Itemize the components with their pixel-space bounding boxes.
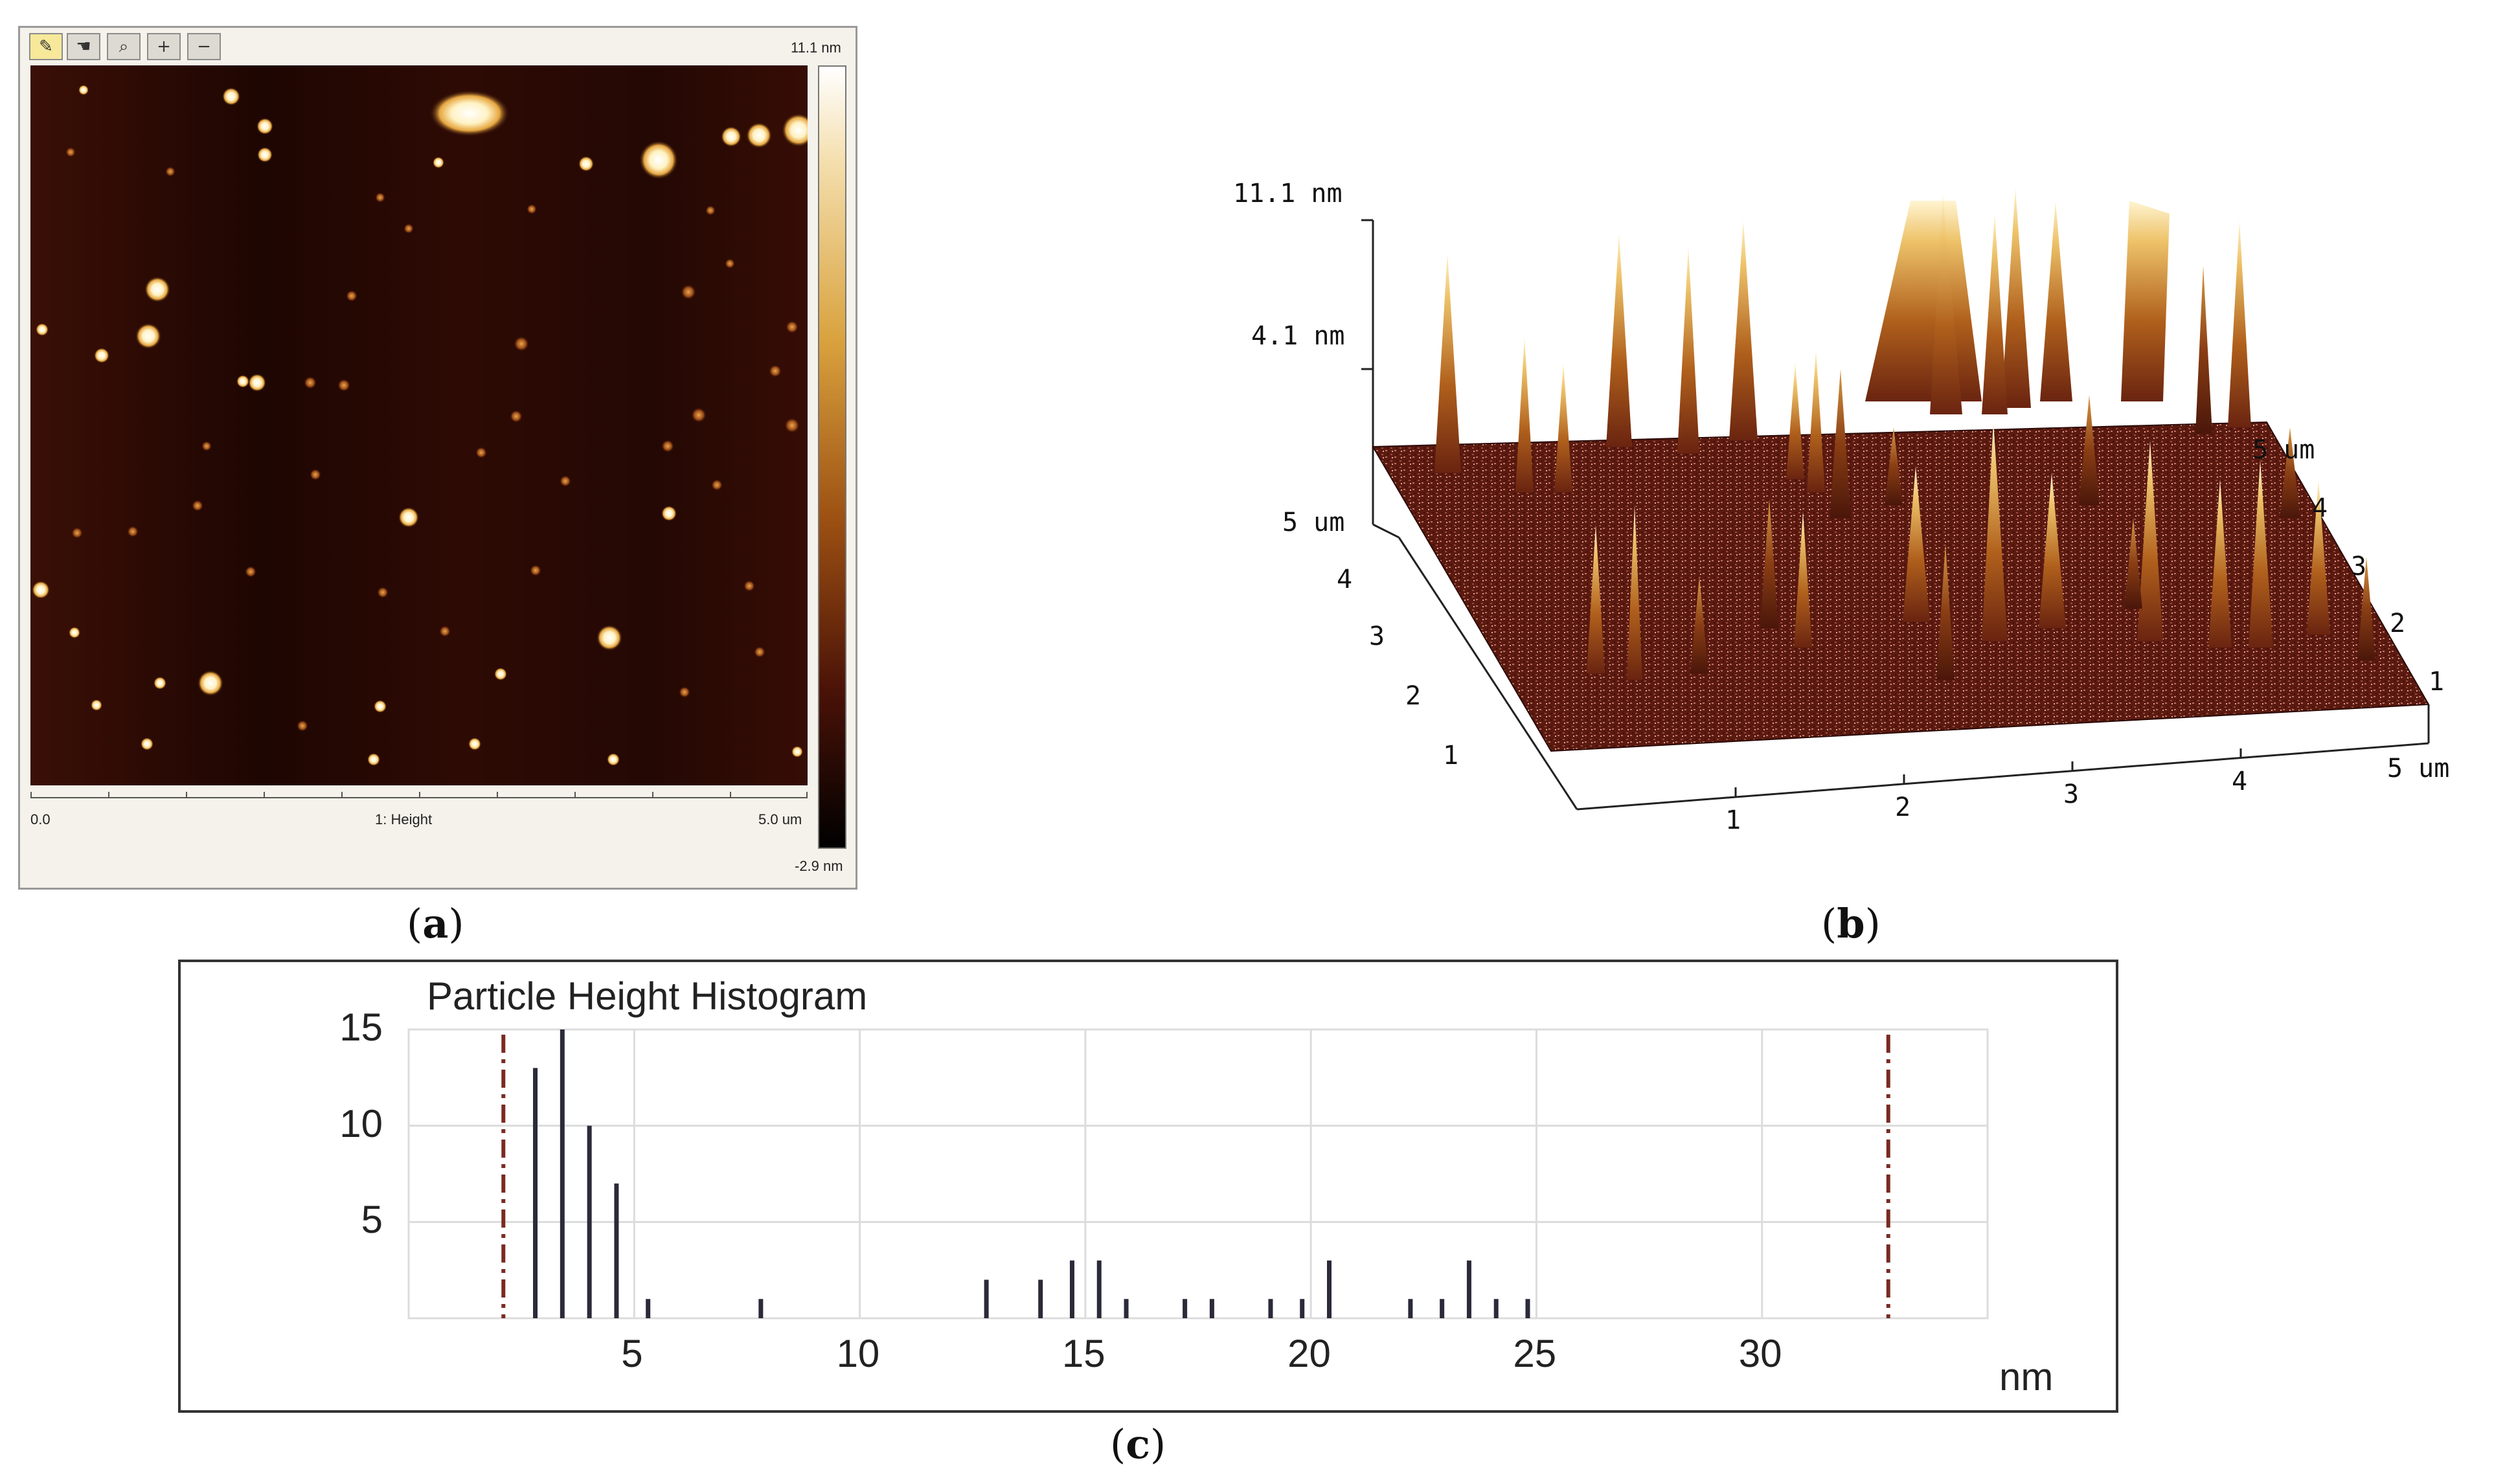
x-label-5: 5 um — [2387, 754, 2450, 783]
panel-label-b: (b) — [1821, 900, 1881, 947]
y-back-label-5: 5 um — [2252, 435, 2315, 465]
colorbar-min-label: -2.9 nm — [795, 858, 843, 874]
height-colorbar — [818, 65, 846, 849]
axis-title-label: 1: Height — [375, 811, 433, 827]
x-tick-label: 15 — [1061, 1332, 1105, 1375]
histogram-bar — [587, 1125, 592, 1318]
z-mid-label: 4.1 nm — [1251, 321, 1345, 351]
hand-select-icon[interactable]: ☚ — [67, 33, 100, 60]
afm-height-image[interactable] — [30, 65, 808, 785]
y-back-label-1: 1 — [2429, 667, 2445, 697]
afm-3d-surface — [1361, 188, 2430, 811]
y-back-label-2: 2 — [2390, 609, 2406, 638]
y-tick-label: 5 — [361, 1198, 383, 1242]
panel-label-a: (a) — [407, 900, 464, 947]
histogram-bar — [984, 1279, 989, 1318]
colorbar-max-label: 11.1 nm — [791, 39, 841, 56]
x-unit-label: nm — [1999, 1355, 2054, 1399]
zoom-in-icon[interactable]: + — [147, 33, 181, 60]
histogram-bar — [1525, 1299, 1530, 1318]
scan-axis-line — [30, 792, 808, 798]
x-tick-label: 30 — [1738, 1332, 1782, 1375]
x-label-2: 2 — [1895, 793, 1911, 822]
histogram-bar — [1466, 1260, 1471, 1318]
pencil-icon[interactable]: ✎ — [29, 33, 63, 60]
histogram-bar — [1268, 1299, 1273, 1318]
particle-height-histogram-window: Particle Height Histogram 5 10 15 5 10 15 20 2… — [178, 960, 2118, 1413]
histogram-bar — [1408, 1299, 1413, 1318]
y-front-label-5: 5 um — [1282, 508, 1345, 537]
afm-3d-view: 11.1 nm 4.1 nm 5 um 4 3 2 1 5 um 4 3 2 1… — [1218, 26, 2505, 874]
histogram-bar — [614, 1183, 619, 1318]
x-tick-label: 20 — [1287, 1332, 1331, 1375]
x-label-4: 4 — [2232, 767, 2248, 796]
zoom-icon[interactable]: ⌕ — [107, 33, 141, 60]
y-back-label-3: 3 — [2351, 552, 2367, 581]
y-front-label-2: 2 — [1405, 681, 1422, 711]
zoom-out-icon[interactable]: − — [187, 33, 221, 60]
y-front-label-1: 1 — [1443, 741, 1459, 770]
y-back-label-4: 4 — [2312, 493, 2328, 523]
panel-label-c: (c) — [1110, 1421, 1166, 1468]
histogram-bar — [1038, 1279, 1043, 1318]
histogram-bar — [1124, 1299, 1129, 1318]
afm-height-map — [30, 65, 808, 785]
histogram-bar — [1183, 1299, 1188, 1318]
y-front-label-3: 3 — [1369, 622, 1385, 651]
histogram-plot — [407, 1028, 1989, 1320]
axis-end-label: 5.0 um — [758, 811, 802, 827]
histogram-bar — [1069, 1260, 1074, 1318]
histogram-title: Particle Height Histogram — [427, 974, 868, 1018]
histogram-bar — [560, 1029, 565, 1318]
x-label-1: 1 — [1725, 805, 1741, 835]
z-max-label: 11.1 nm — [1233, 179, 1343, 208]
histogram-bar — [1209, 1299, 1214, 1318]
histogram-bar — [758, 1299, 764, 1318]
y-tick-label: 10 — [339, 1101, 383, 1145]
x-tick-label: 25 — [1513, 1332, 1557, 1375]
histogram-bar — [533, 1068, 538, 1318]
histogram-bar — [1440, 1299, 1445, 1318]
histogram-bar — [1300, 1299, 1305, 1318]
histogram-bar — [1327, 1260, 1332, 1318]
y-front-label-4: 4 — [1337, 565, 1353, 594]
axis-start-label: 0.0 — [30, 811, 51, 827]
x-label-3: 3 — [2063, 780, 2080, 809]
x-tick-label: 5 — [621, 1332, 643, 1375]
histogram-bar — [1493, 1299, 1499, 1318]
afm-height-window: ✎ ☚ ⌕ + − 11.1 nm — [18, 26, 857, 890]
histogram-bar — [646, 1299, 651, 1318]
plot-frame — [407, 1028, 1989, 1320]
x-tick-label: 10 — [836, 1332, 880, 1375]
y-tick-label: 15 — [339, 1006, 383, 1049]
histogram-bar — [1096, 1260, 1102, 1318]
